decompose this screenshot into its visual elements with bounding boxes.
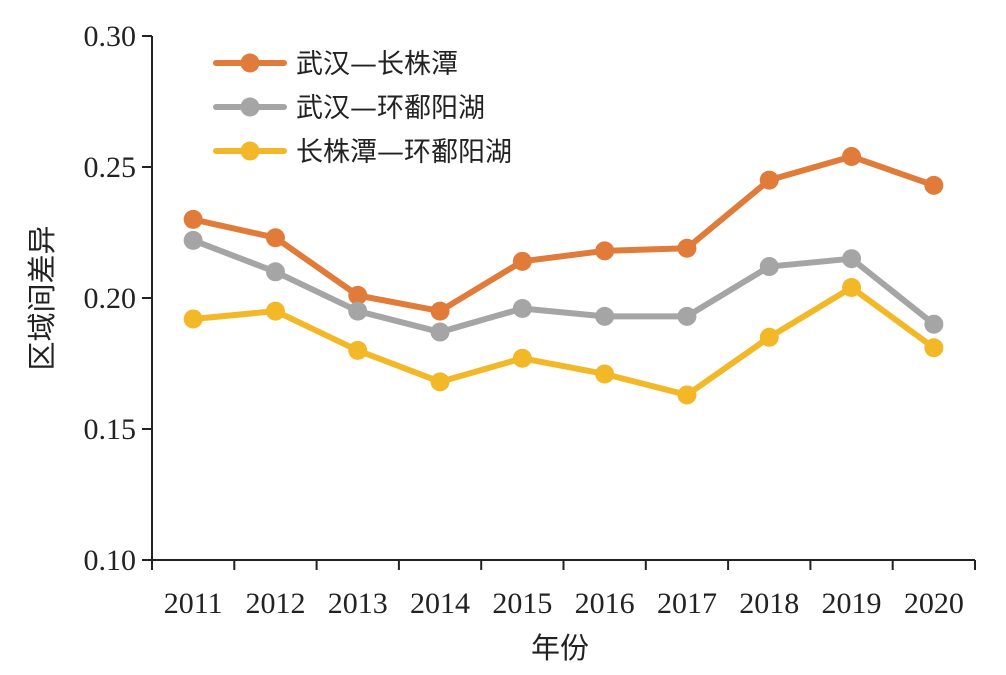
y-tick-label: 0.15 <box>84 413 137 446</box>
series-2 <box>183 230 944 342</box>
y-tick-label: 0.25 <box>84 151 137 184</box>
data-point <box>430 301 450 321</box>
x-tick-label: 2011 <box>164 587 223 620</box>
x-tick-label: 2014 <box>410 587 470 620</box>
data-point <box>348 340 368 360</box>
data-point <box>842 278 862 298</box>
data-point <box>677 306 697 326</box>
data-point <box>842 147 862 167</box>
data-point <box>430 372 450 392</box>
data-point <box>512 348 532 368</box>
data-point <box>183 309 203 329</box>
y-tick-label: 0.30 <box>84 20 137 53</box>
data-point <box>759 170 779 190</box>
legend-swatch-marker <box>240 141 260 161</box>
data-point <box>348 285 368 305</box>
y-tick-label: 0.20 <box>84 282 137 315</box>
data-point <box>183 209 203 229</box>
data-point <box>265 301 285 321</box>
data-point <box>759 257 779 277</box>
y-axis-title: 区域间差异 <box>25 225 59 370</box>
legend-label: 武汉—长株潭 <box>296 49 458 80</box>
data-point <box>348 301 368 321</box>
x-tick-label: 2012 <box>245 587 305 620</box>
data-point <box>924 314 944 334</box>
data-point <box>512 251 532 271</box>
legend-swatch-marker <box>240 53 260 73</box>
data-point <box>759 327 779 347</box>
data-point <box>924 338 944 358</box>
series-line <box>190 153 937 315</box>
data-point <box>265 262 285 282</box>
x-axis-title: 年份 <box>531 631 589 665</box>
data-point <box>265 228 285 248</box>
legend-label: 武汉—环鄱阳湖 <box>296 93 485 124</box>
series-line <box>190 284 937 398</box>
data-point <box>512 298 532 318</box>
legend-item: 长株潭—环鄱阳湖 <box>213 137 512 168</box>
series-1 <box>183 147 944 321</box>
series-3 <box>183 278 944 405</box>
x-tick-label: 2017 <box>657 587 717 620</box>
data-point <box>924 175 944 195</box>
data-point <box>595 306 615 326</box>
data-point <box>677 238 697 258</box>
x-tick-label: 2018 <box>739 587 799 620</box>
y-tick-label: 0.10 <box>84 544 137 577</box>
x-tick-label: 2013 <box>328 587 388 620</box>
legend-item: 武汉—长株潭 <box>213 49 458 80</box>
series-layer <box>183 147 944 405</box>
legend-swatch-marker <box>240 97 260 117</box>
x-tick-label: 2016 <box>575 587 635 620</box>
data-point <box>430 322 450 342</box>
x-tick-label: 2015 <box>492 587 552 620</box>
data-point <box>183 230 203 250</box>
data-point <box>842 249 862 269</box>
axes: 0.10 0.15 0.20 0.25 0.30 2011 2012 2013 2014 2015… <box>84 20 976 620</box>
x-tick-label: 2019 <box>822 587 882 620</box>
x-tick-label: 2020 <box>904 587 964 620</box>
legend-label: 长株潭—环鄱阳湖 <box>296 137 512 168</box>
series-line <box>190 237 937 336</box>
data-point <box>595 364 615 384</box>
data-point <box>595 241 615 261</box>
legend-item: 武汉—环鄱阳湖 <box>213 93 485 124</box>
data-point <box>677 385 697 405</box>
